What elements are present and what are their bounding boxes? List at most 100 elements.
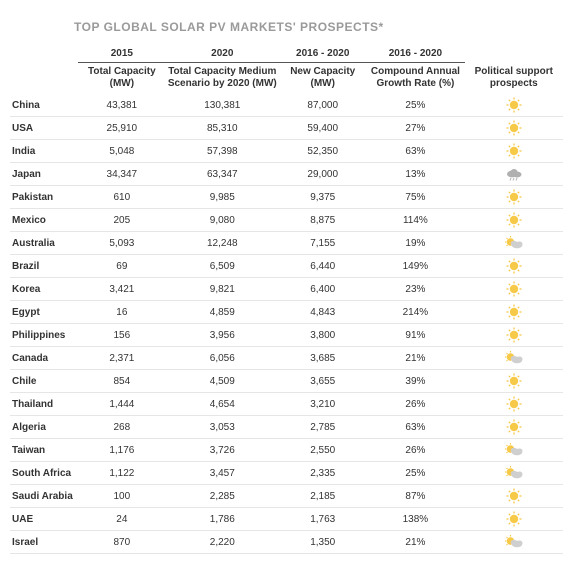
cell-cagr: 75% xyxy=(366,186,464,209)
table-row: Brazil 69 6,509 6,440 149% xyxy=(10,255,563,278)
sun-icon xyxy=(465,97,563,113)
table-row: South Africa 1,122 3,457 2,335 25% xyxy=(10,462,563,485)
cell-cap15: 1,122 xyxy=(78,462,165,485)
cell-newcap: 8,875 xyxy=(279,209,366,232)
cell-cap15: 69 xyxy=(78,255,165,278)
table-row: Philippines 156 3,956 3,800 91% xyxy=(10,324,563,347)
cell-country: Japan xyxy=(10,163,78,186)
sun-icon xyxy=(465,120,563,136)
cell-cap15: 3,421 xyxy=(78,278,165,301)
cell-cagr: 63% xyxy=(366,416,464,439)
table-row: Egypt 16 4,859 4,843 214% xyxy=(10,301,563,324)
table-row: Taiwan 1,176 3,726 2,550 26% xyxy=(10,439,563,462)
cell-cap15: 16 xyxy=(78,301,165,324)
cell-country: Saudi Arabia xyxy=(10,485,78,508)
sun-icon xyxy=(465,327,563,343)
cell-political-icon xyxy=(465,209,563,232)
table-row: Australia 5,093 12,248 7,155 19% xyxy=(10,232,563,255)
col-group-2020: 2020 xyxy=(165,48,279,63)
table-row: Thailand 1,444 4,654 3,210 26% xyxy=(10,393,563,416)
cell-country: Egypt xyxy=(10,301,78,324)
cell-cap15: 24 xyxy=(78,508,165,531)
cell-cap20: 4,654 xyxy=(165,393,279,416)
cell-cap15: 1,444 xyxy=(78,393,165,416)
cell-cap15: 34,347 xyxy=(78,163,165,186)
cell-cap20: 57,398 xyxy=(165,140,279,163)
cell-cagr: 149% xyxy=(366,255,464,278)
cell-country: Canada xyxy=(10,347,78,370)
cell-newcap: 6,400 xyxy=(279,278,366,301)
table-row: Pakistan 610 9,985 9,375 75% xyxy=(10,186,563,209)
table-row: Chile 854 4,509 3,655 39% xyxy=(10,370,563,393)
cell-newcap: 2,335 xyxy=(279,462,366,485)
cell-country: India xyxy=(10,140,78,163)
cell-cap20: 130,381 xyxy=(165,94,279,117)
cell-political-icon xyxy=(465,416,563,439)
cell-cagr: 25% xyxy=(366,94,464,117)
cell-political-icon xyxy=(465,531,563,554)
cell-political-icon xyxy=(465,163,563,186)
cell-political-icon xyxy=(465,94,563,117)
cell-newcap: 2,550 xyxy=(279,439,366,462)
cell-political-icon xyxy=(465,324,563,347)
col-cap15: Total Capacity (MW) xyxy=(78,63,165,95)
partly-icon xyxy=(465,351,563,365)
sun-icon xyxy=(465,143,563,159)
cell-country: Thailand xyxy=(10,393,78,416)
cell-cap15: 610 xyxy=(78,186,165,209)
col-pol: Political support prospects xyxy=(465,63,563,95)
cell-cap15: 5,048 xyxy=(78,140,165,163)
cell-cap20: 6,509 xyxy=(165,255,279,278)
cell-cagr: 63% xyxy=(366,140,464,163)
cell-political-icon xyxy=(465,485,563,508)
cell-newcap: 1,350 xyxy=(279,531,366,554)
cell-cagr: 21% xyxy=(366,347,464,370)
cell-country: Australia xyxy=(10,232,78,255)
cell-country: Philippines xyxy=(10,324,78,347)
cell-country: Mexico xyxy=(10,209,78,232)
col-group-2015: 2015 xyxy=(78,48,165,63)
partly-icon xyxy=(465,443,563,457)
cell-country: Brazil xyxy=(10,255,78,278)
table-row: Saudi Arabia 100 2,285 2,185 87% xyxy=(10,485,563,508)
cell-cap20: 4,509 xyxy=(165,370,279,393)
cell-cagr: 25% xyxy=(366,462,464,485)
cell-country: South Africa xyxy=(10,462,78,485)
cell-country: Taiwan xyxy=(10,439,78,462)
sun-icon xyxy=(465,511,563,527)
sun-icon xyxy=(465,373,563,389)
partly-icon xyxy=(465,236,563,250)
cell-cap20: 2,220 xyxy=(165,531,279,554)
cell-newcap: 7,155 xyxy=(279,232,366,255)
cell-newcap: 52,350 xyxy=(279,140,366,163)
cell-political-icon xyxy=(465,117,563,140)
cell-cagr: 87% xyxy=(366,485,464,508)
cell-cap20: 85,310 xyxy=(165,117,279,140)
cell-cap15: 854 xyxy=(78,370,165,393)
cell-political-icon xyxy=(465,508,563,531)
cell-cap15: 5,093 xyxy=(78,232,165,255)
cell-cap15: 205 xyxy=(78,209,165,232)
cell-cagr: 214% xyxy=(366,301,464,324)
cell-cap15: 100 xyxy=(78,485,165,508)
cell-political-icon xyxy=(465,347,563,370)
cell-cap20: 1,786 xyxy=(165,508,279,531)
cell-cap20: 3,726 xyxy=(165,439,279,462)
partly-icon xyxy=(465,466,563,480)
sun-icon xyxy=(465,281,563,297)
cell-political-icon xyxy=(465,462,563,485)
cell-newcap: 1,763 xyxy=(279,508,366,531)
cell-cagr: 26% xyxy=(366,439,464,462)
cell-newcap: 2,785 xyxy=(279,416,366,439)
sun-icon xyxy=(465,419,563,435)
sun-icon xyxy=(465,488,563,504)
cell-cap20: 9,985 xyxy=(165,186,279,209)
cell-cagr: 26% xyxy=(366,393,464,416)
table-row: Japan 34,347 63,347 29,000 13% xyxy=(10,163,563,186)
cell-newcap: 3,685 xyxy=(279,347,366,370)
cell-cap20: 4,859 xyxy=(165,301,279,324)
cell-cap20: 3,457 xyxy=(165,462,279,485)
cell-cap20: 9,821 xyxy=(165,278,279,301)
cell-cagr: 114% xyxy=(366,209,464,232)
cell-newcap: 2,185 xyxy=(279,485,366,508)
